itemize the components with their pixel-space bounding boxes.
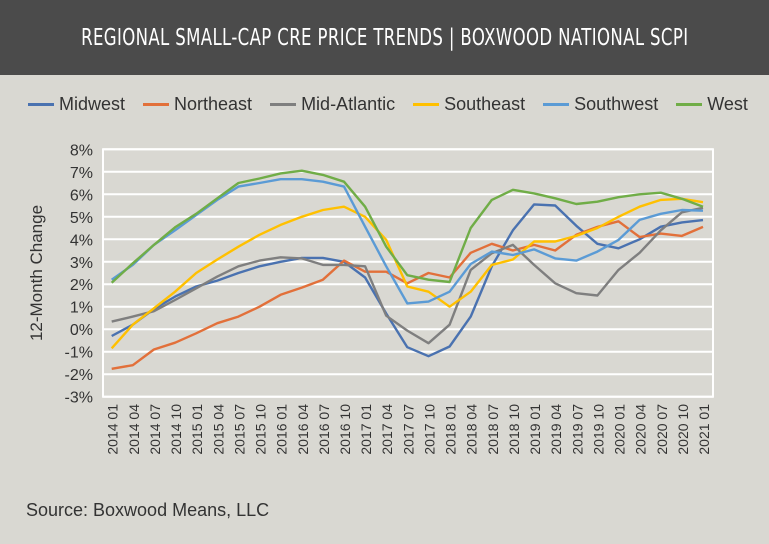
x-tick-label: 2015 07 [231, 404, 247, 455]
y-tick-label: 4% [70, 232, 93, 249]
y-tick-label: 8% [70, 142, 93, 159]
x-tick-label: 2014 01 [105, 404, 121, 455]
x-tick-label: 2016 04 [295, 404, 311, 455]
legend-label: Midwest [59, 94, 126, 114]
legend-label: Mid-Atlantic [301, 94, 396, 114]
y-tick-label: -3% [65, 390, 93, 407]
legend-swatch [413, 103, 440, 106]
y-tick-label: 6% [70, 187, 93, 204]
legend-label: Northeast [174, 94, 253, 114]
x-tick-label: 2020 07 [654, 404, 670, 455]
legend: Midwest Northeast Mid-Atlantic Southeast… [28, 94, 766, 115]
legend-swatch [543, 103, 570, 106]
series-line-midwest [111, 203, 704, 358]
legend-item-west: West [676, 94, 748, 115]
x-tick-label: 2019 10 [590, 404, 606, 455]
x-tick-label: 2014 10 [168, 404, 184, 455]
x-tick-label: 2015 10 [253, 404, 269, 455]
legend-item-mid-atlantic: Mid-Atlantic [270, 94, 395, 115]
x-tick-label: 2020 01 [612, 404, 628, 455]
x-tick-label: 2018 04 [464, 404, 480, 455]
x-tick-label: 2020 04 [633, 404, 649, 455]
legend-swatch [143, 103, 170, 106]
legend-swatch [28, 103, 54, 106]
legend-item-northeast: Northeast [143, 94, 252, 115]
legend-item-southeast: Southeast [413, 94, 525, 115]
series-line-mid-atlantic [111, 206, 704, 345]
y-tick-label: 2% [70, 277, 93, 294]
x-tick-label: 2016 07 [316, 404, 332, 455]
x-tick-label: 2020 10 [675, 404, 691, 455]
y-tick-label: 3% [70, 255, 93, 272]
legend-label: West [707, 94, 748, 114]
x-tick-label: 2015 04 [210, 404, 226, 455]
y-tick-label: 1% [70, 300, 93, 317]
x-tick-label: 2017 07 [400, 404, 416, 455]
legend-swatch [270, 103, 297, 106]
x-tick-label: 2015 01 [189, 404, 205, 455]
x-tick-label: 2017 10 [421, 404, 437, 455]
x-tick-label: 2014 07 [147, 404, 163, 455]
title-banner: REGIONAL SMALL-CAP CRE PRICE TRENDS | BO… [0, 0, 769, 75]
x-tick-label: 2019 01 [527, 404, 543, 455]
y-axis-title: 12-Month Change [27, 205, 46, 341]
x-tick-label: 2016 10 [337, 404, 353, 455]
x-tick-label: 2018 07 [485, 404, 501, 455]
y-tick-label: 0% [70, 322, 93, 339]
x-tick-label: 2021 01 [696, 404, 712, 455]
x-tick-label: 2018 10 [506, 404, 522, 455]
chart-title: REGIONAL SMALL-CAP CRE PRICE TRENDS | BO… [80, 24, 689, 51]
x-tick-label: 2019 07 [569, 404, 585, 455]
source-note: Source: Boxwood Means, LLC [26, 500, 270, 520]
x-tick-label: 2017 01 [358, 404, 374, 455]
y-tick-label: 5% [70, 210, 93, 227]
legend-item-midwest: Midwest [28, 94, 125, 115]
series-line-west [110, 169, 704, 284]
series-line-southeast [110, 197, 704, 350]
x-tick-label: 2018 01 [443, 404, 459, 455]
legend-swatch [676, 103, 703, 106]
x-tick-label: 2017 04 [379, 404, 395, 455]
y-tick-label: 7% [70, 165, 93, 182]
x-tick-label: 2014 04 [126, 404, 142, 455]
x-tick-label: 2019 04 [548, 404, 564, 455]
y-tick-label: -2% [65, 367, 93, 384]
y-tick-label: -1% [65, 345, 93, 362]
legend-label: Southeast [444, 94, 526, 114]
legend-label: Southwest [574, 94, 659, 114]
x-tick-label: 2016 01 [274, 404, 290, 455]
legend-item-southwest: Southwest [543, 94, 658, 115]
